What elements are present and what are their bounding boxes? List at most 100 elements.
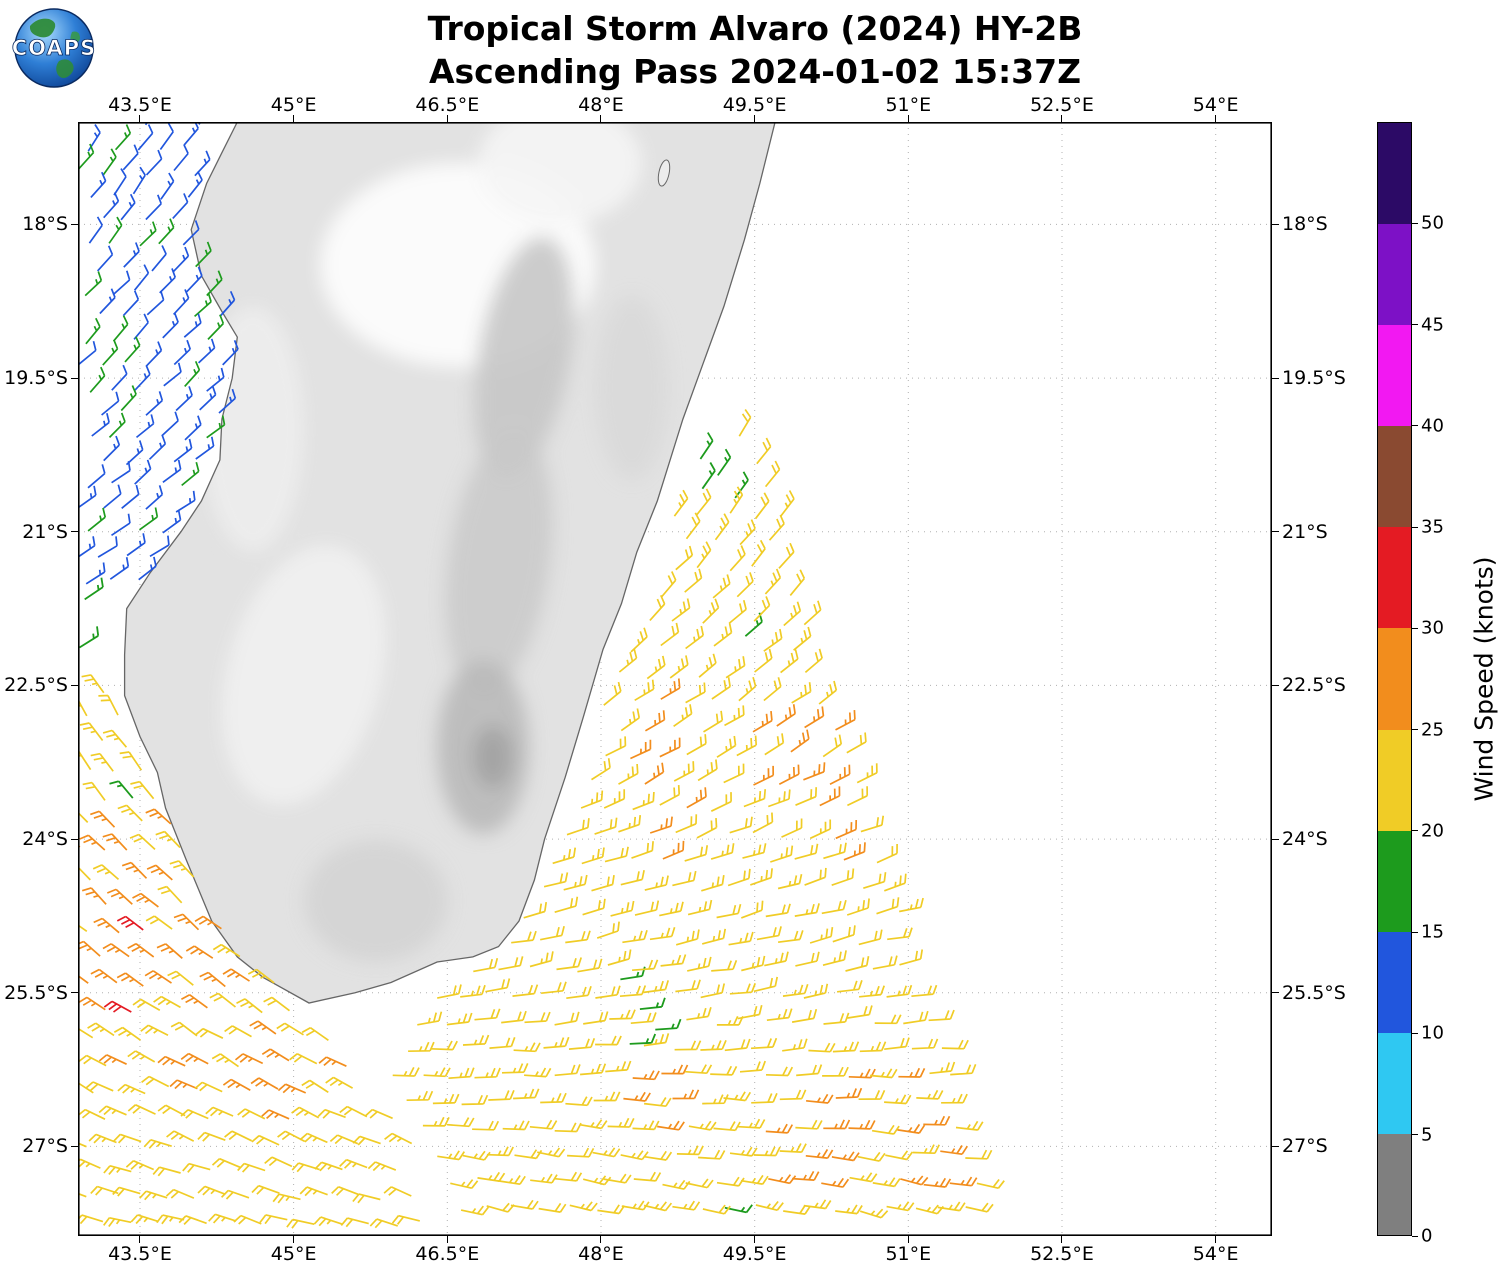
colorbar-tick-label: 40 <box>1421 415 1444 437</box>
lon-tick-mark <box>139 115 141 122</box>
lon-tick-label-bottom: 43.5°E <box>108 1243 172 1264</box>
colorbar-segment <box>1378 830 1411 932</box>
colorbar-tick-mark <box>1412 830 1418 832</box>
lon-tick-mark <box>600 115 602 122</box>
lon-tick-label-bottom: 45°E <box>270 1243 317 1264</box>
lat-tick-mark <box>71 838 78 840</box>
lat-tick-mark <box>1272 377 1279 379</box>
lat-tick-mark <box>71 1145 78 1147</box>
colorbar-tick-mark <box>1412 1235 1418 1237</box>
lon-tick-mark <box>1215 115 1217 122</box>
colorbar-tick-label: 25 <box>1421 719 1444 741</box>
lat-tick-label-left: 21°S <box>22 520 68 543</box>
map-plot <box>49 97 1273 1237</box>
colorbar-segment <box>1378 325 1411 427</box>
lon-tick-mark <box>293 115 295 122</box>
colorbar-tick-mark <box>1412 931 1418 933</box>
colorbar-segment <box>1378 1032 1411 1134</box>
colorbar-tick-label: 45 <box>1421 314 1444 336</box>
lat-tick-label-left: 25.5°S <box>4 981 68 1004</box>
lon-tick-mark <box>1061 1236 1063 1243</box>
coaps-globe-icon: COAPS <box>11 8 96 88</box>
lon-tick-mark <box>293 1236 295 1243</box>
lon-tick-mark <box>754 1236 756 1243</box>
colorbar-axis-label: Wind Speed (knots) <box>1469 556 1499 802</box>
lon-tick-mark <box>139 1236 141 1243</box>
lat-tick-label-right: 25.5°S <box>1282 981 1346 1004</box>
colorbar-tick-mark <box>1412 1032 1418 1034</box>
lon-tick-label-top: 43.5°E <box>108 94 172 116</box>
colorbar-tick-mark <box>1412 1134 1418 1136</box>
lon-tick-mark <box>1215 1236 1217 1243</box>
colorbar-tick-label: 30 <box>1421 617 1444 639</box>
lon-tick-label-top: 52.5°E <box>1030 94 1094 116</box>
lat-tick-label-left: 27°S <box>22 1135 68 1158</box>
lat-tick-label-right: 19.5°S <box>1282 367 1346 390</box>
colorbar-segment <box>1378 527 1411 629</box>
lat-tick-label-left: 18°S <box>22 213 68 236</box>
title-line-1: Tropical Storm Alvaro (2024) HY-2B <box>427 9 1083 48</box>
colorbar-tick-label: 15 <box>1421 921 1444 943</box>
colorbar-tick-label: 0 <box>1421 1225 1433 1247</box>
lat-tick-label-right: 24°S <box>1282 828 1328 851</box>
lat-tick-mark <box>1272 992 1279 994</box>
wind-map-canvas <box>49 97 1273 1237</box>
colorbar-tick-mark <box>1412 729 1418 731</box>
lon-tick-label-top: 49.5°E <box>722 94 787 116</box>
colorbar-tick-mark <box>1412 324 1418 326</box>
lat-tick-mark <box>71 531 78 533</box>
lat-tick-mark <box>71 992 78 994</box>
coaps-logo-text: COAPS <box>12 36 96 60</box>
colorbar-segment <box>1378 224 1411 326</box>
lat-tick-label-left: 19.5°S <box>4 367 68 390</box>
colorbar-tick-label: 35 <box>1421 516 1444 538</box>
colorbar-tick-label: 50 <box>1421 212 1444 234</box>
lon-tick-mark <box>1061 115 1063 122</box>
lon-tick-label-top: 48°E <box>578 94 624 116</box>
lat-tick-label-right: 27°S <box>1282 1135 1328 1158</box>
lat-tick-mark <box>1272 684 1279 686</box>
lon-tick-label-top: 45°E <box>270 94 317 116</box>
lon-tick-label-bottom: 46.5°E <box>415 1243 480 1264</box>
lat-tick-label-left: 22.5°S <box>4 674 68 697</box>
lon-tick-label-top: 51°E <box>885 94 932 116</box>
colorbar-tick-mark <box>1412 627 1418 629</box>
colorbar-segment <box>1378 729 1411 831</box>
colorbar-tick-mark <box>1412 526 1418 528</box>
lon-tick-mark <box>446 115 448 122</box>
lon-tick-mark <box>446 1236 448 1243</box>
colorbar-tick-mark <box>1412 425 1418 427</box>
lat-tick-mark <box>1272 838 1279 840</box>
colorbar-segment <box>1378 123 1411 225</box>
lon-tick-label-bottom: 49.5°E <box>722 1243 787 1264</box>
lat-tick-mark <box>1272 1145 1279 1147</box>
lon-tick-mark <box>907 115 909 122</box>
lon-tick-label-bottom: 48°E <box>578 1243 624 1264</box>
colorbar-segment <box>1378 1133 1411 1236</box>
lon-tick-mark <box>907 1236 909 1243</box>
lon-tick-label-top: 54°E <box>1192 94 1239 116</box>
colorbar-tick-label: 10 <box>1421 1022 1444 1044</box>
lat-tick-mark <box>1272 531 1279 533</box>
lat-tick-label-left: 24°S <box>22 828 68 851</box>
colorbar-segment <box>1378 931 1411 1033</box>
colorbar-tick-label: 5 <box>1421 1124 1433 1146</box>
lat-tick-mark <box>71 223 78 225</box>
colorbar-tick-label: 20 <box>1421 820 1444 842</box>
colorbar-tick-mark <box>1412 222 1418 224</box>
plot-title: Tropical Storm Alvaro (2024) HY-2B Ascen… <box>0 8 1510 94</box>
lon-tick-label-bottom: 52.5°E <box>1030 1243 1094 1264</box>
lon-tick-label-bottom: 54°E <box>1192 1243 1239 1264</box>
coaps-logo: COAPS <box>11 6 96 90</box>
lat-tick-mark <box>71 377 78 379</box>
title-line-2: Ascending Pass 2024-01-02 15:37Z <box>428 51 1082 91</box>
colorbar-segment <box>1378 426 1411 528</box>
lon-tick-mark <box>600 1236 602 1243</box>
colorbar-segment <box>1378 628 1411 730</box>
lat-tick-label-right: 18°S <box>1282 213 1328 236</box>
colorbar <box>1377 122 1412 1236</box>
lon-tick-label-top: 46.5°E <box>415 94 480 116</box>
lat-tick-label-right: 22.5°S <box>1282 674 1346 697</box>
lat-tick-mark <box>1272 223 1279 225</box>
